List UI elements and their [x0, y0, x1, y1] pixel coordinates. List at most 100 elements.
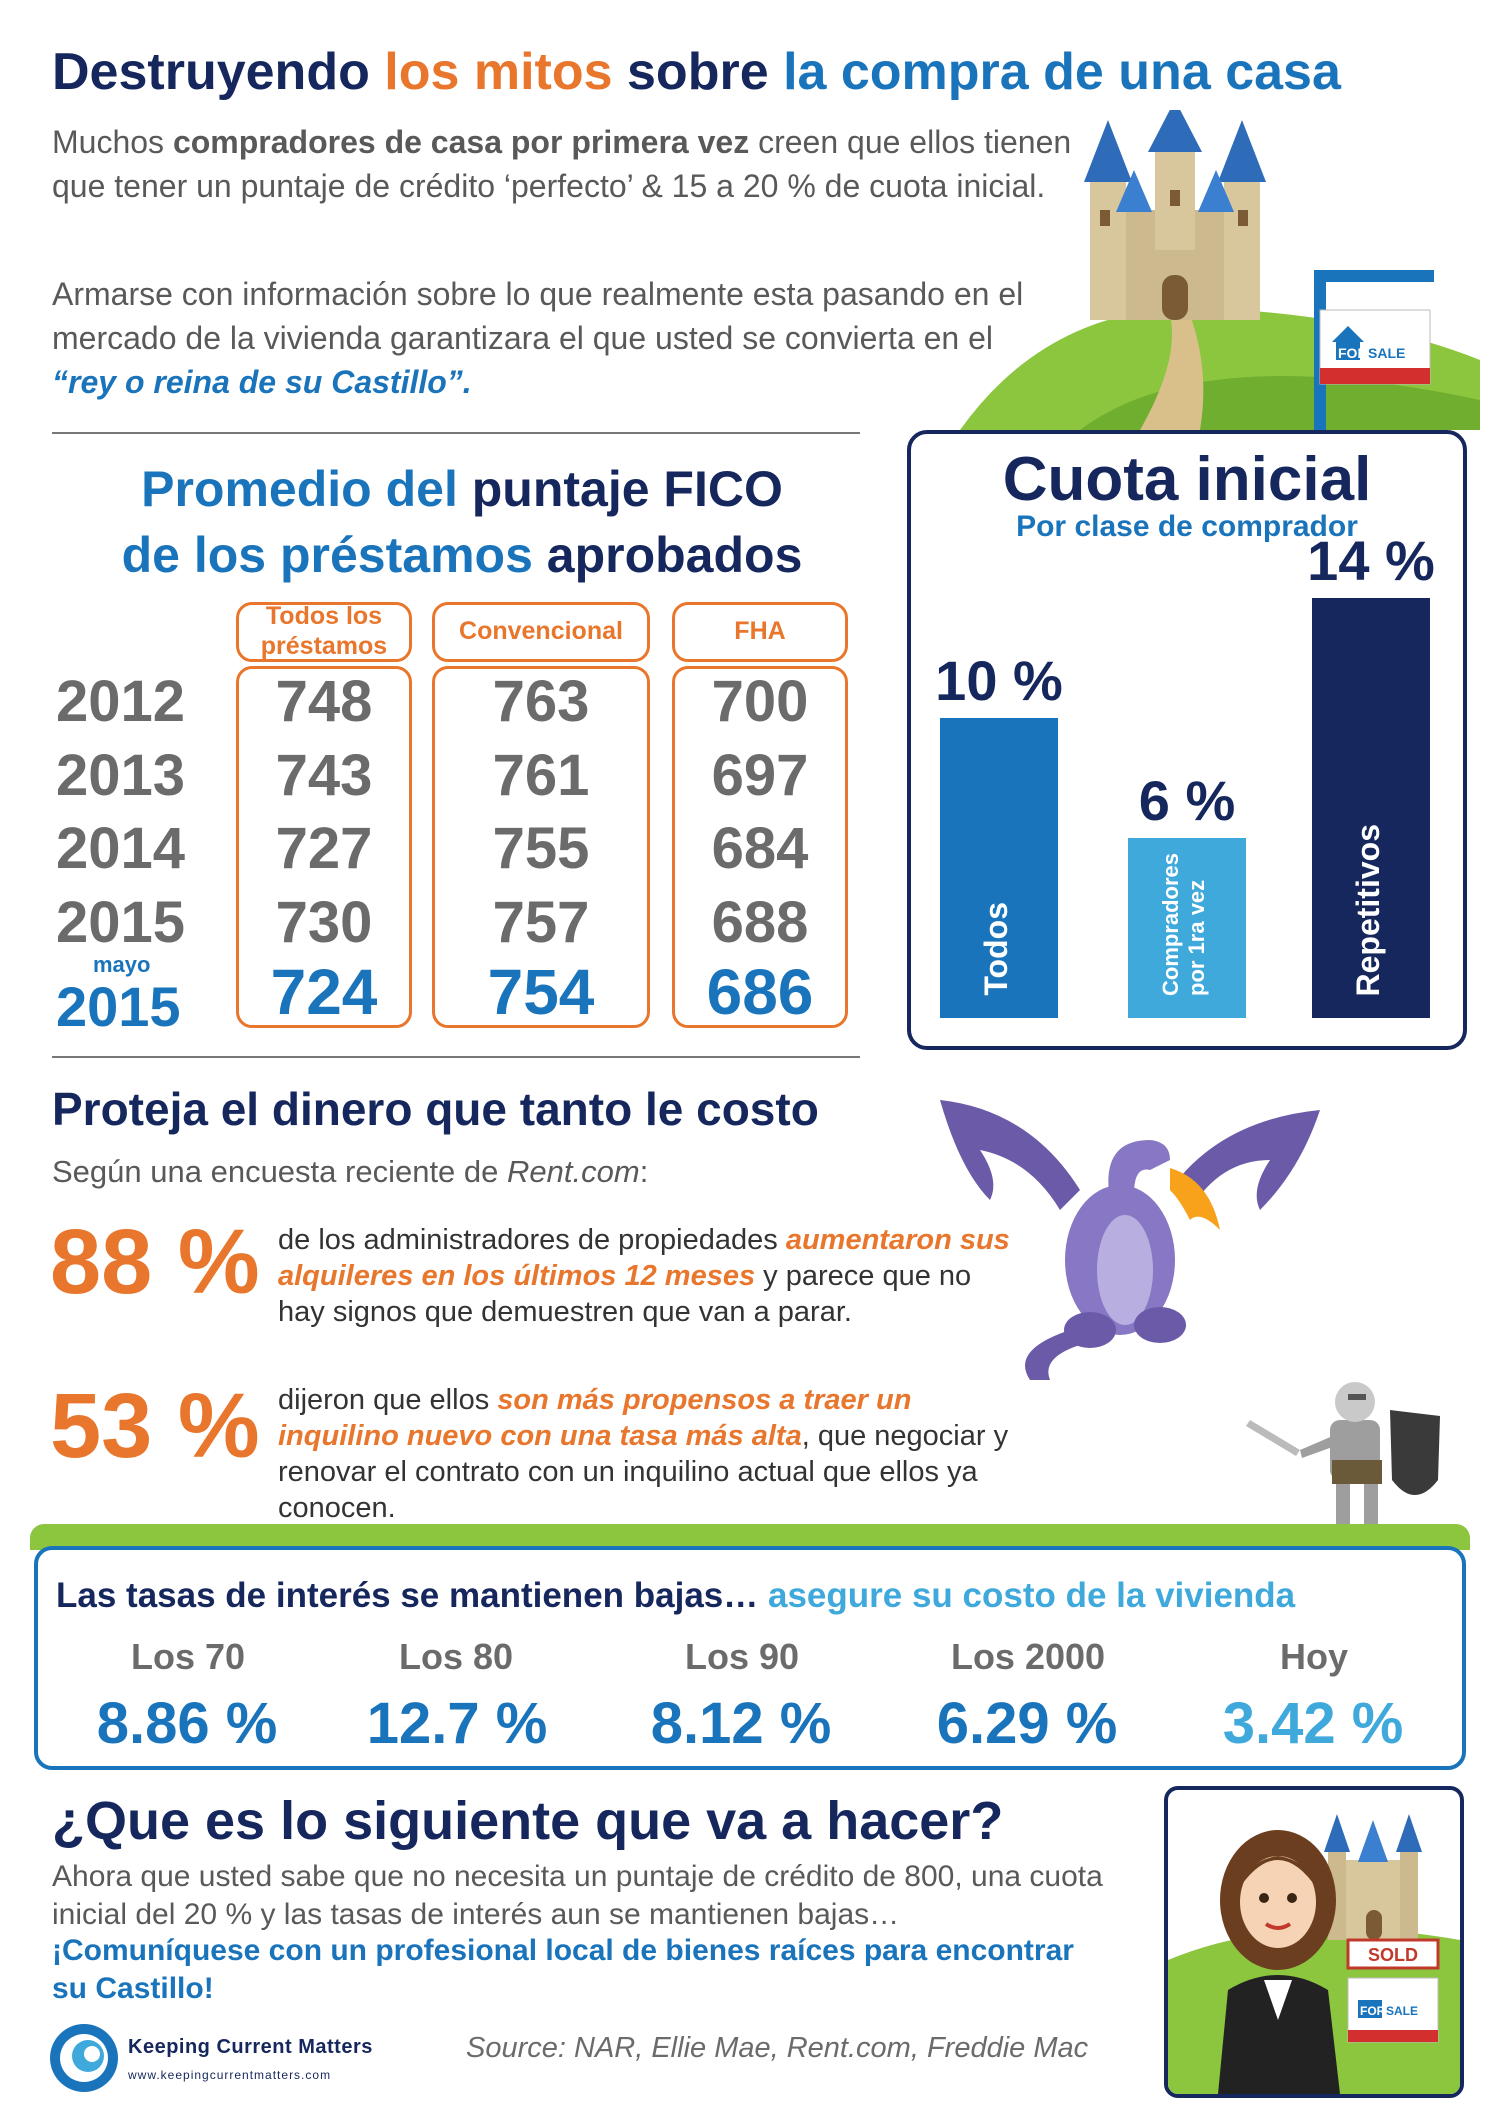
grass-strip [30, 1524, 1470, 1550]
fico-col-box [236, 666, 412, 1028]
rate-decade: Los 90 [684, 1636, 800, 1677]
fico-value: 763 [492, 669, 590, 734]
stat-53-percent: 53 % [50, 1375, 260, 1477]
rate-decade: Los 2000 [950, 1636, 1106, 1677]
down-payment-bar [940, 718, 1058, 1018]
intro-text: creen que ellos tienen que tener un punt… [52, 124, 1072, 204]
stat-text: y parece que no hay signos que demuestre… [278, 1260, 972, 1328]
rate-value: 6.29 % [936, 1691, 1118, 1756]
woman-realtor-icon [1218, 1830, 1340, 2094]
stat-text: , que negociar y renovar el contrato con… [278, 1420, 1009, 1524]
divider [52, 432, 860, 434]
shield-icon [1390, 1410, 1440, 1495]
fico-title-part: aprobados [546, 527, 803, 583]
fico-value: 688 [711, 890, 809, 955]
down-payment-bar [1128, 838, 1246, 1018]
down-payment-bar-value: 6 % [1138, 769, 1236, 832]
page-title: Destruyendo los mitos sobre la compra de… [52, 42, 1341, 102]
knight-helmet [1335, 1382, 1375, 1422]
rate-decade: Los 80 [398, 1636, 514, 1677]
source-note: Source: NAR, Ellie Mae, Rent.com, Freddi… [466, 2032, 1089, 2064]
down-payment-title: Cuota inicial [1002, 445, 1372, 514]
intro-quote: “rey o reina de su Castillo”. [52, 364, 472, 400]
dragon-neck [1108, 1140, 1170, 1210]
title-part: sobre [612, 43, 784, 101]
fico-col-fha: FHA [734, 617, 786, 645]
fico-col-header-box [432, 602, 650, 662]
rate-decade: Los 70 [130, 1636, 246, 1677]
intro-paragraph-1: Muchos compradores de casa por primera v… [52, 120, 1102, 208]
rates-title: Las tasas de interés se mantienen bajas…… [56, 1576, 1295, 1616]
rate-value: 8.12 % [650, 1691, 832, 1756]
fico-year-prefix: mayo [93, 952, 151, 977]
for-sale-sign-icon: FOR SALE [1314, 270, 1434, 430]
sign-sale-text: SALE [1368, 345, 1405, 361]
fico-value: 700 [711, 669, 809, 734]
protect-subtitle: Según una encuesta reciente de Rent.com: [52, 1154, 648, 1190]
rates-title-part: asegure su costo de la vivienda [767, 1576, 1296, 1615]
fico-year-highlight: 2015 [56, 975, 181, 1038]
down-payment-bar-value: 10 % [935, 649, 1063, 712]
kcm-logo[interactable]: Keeping Current Matters www.keepingcurre… [46, 2020, 426, 2100]
divider [52, 1056, 860, 1058]
realtor-illustration: SOLD FOR SALE [1168, 1814, 1460, 2094]
castle-icon [1324, 1814, 1422, 1940]
intro-paragraph-2: Armarse con información sobre lo que rea… [52, 272, 1052, 404]
rate-value: 12.7 % [366, 1691, 548, 1756]
sword-icon [1246, 1420, 1300, 1456]
fico-value-highlight: 754 [487, 956, 595, 1028]
stat-53-text: dijeron que ellos son más propensos a tr… [278, 1382, 1018, 1526]
fico-year: 2014 [56, 816, 186, 881]
fico-col-box [672, 666, 848, 1028]
rate-value: 8.86 % [96, 1691, 278, 1756]
fico-year: 2012 [56, 669, 186, 734]
stat-highlight: aumentaron sus alquileres en los últimos… [278, 1224, 1010, 1292]
protect-subtitle-source: Rent.com [507, 1154, 640, 1189]
fico-col-convencional: Convencional [459, 617, 623, 645]
down-payment-bar [1312, 598, 1430, 1018]
hill-path [1140, 315, 1204, 430]
rate-decade: Hoy [1279, 1636, 1348, 1677]
logo-name: Keeping Current Matters [128, 2036, 373, 2058]
intro-text: Muchos [52, 124, 173, 160]
title-highlight-mitos: los mitos [384, 43, 613, 101]
sign-for-text: FOR [1360, 2004, 1386, 2018]
fico-value: 743 [275, 743, 373, 808]
rate-value-today: 3.42 % [1222, 1691, 1404, 1756]
fico-title: Promedio del puntaje FICO de los préstam… [52, 456, 872, 588]
next-steps-cta: ¡Comuníquese con un profesional local de… [52, 1934, 1074, 2005]
dragon-illustration [940, 1100, 1320, 1380]
title-highlight-compra: la compra de una casa [783, 43, 1341, 101]
fico-value: 748 [275, 669, 373, 734]
stat-highlight: son más propensos a traer un inquilino n… [278, 1384, 912, 1452]
fico-title-part: puntaje FICO [471, 461, 783, 517]
fico-value: 761 [492, 743, 590, 808]
down-payment-bar-label: Todos [978, 902, 1014, 996]
down-payment-bar-label: Repetitivos [1350, 823, 1386, 996]
logo-url: www.keepingcurrentmatters.com [128, 2068, 332, 2082]
dragon-wing-left [940, 1100, 1080, 1210]
dragon-leg [1134, 1307, 1186, 1343]
protect-subtitle-text: : [639, 1154, 649, 1189]
castle-hill-illustration: FOR SALE [960, 110, 1480, 430]
stat-88-text: de los administradores de propiedades au… [278, 1222, 1018, 1330]
intro-bold: compradores de casa por primera vez [172, 124, 750, 160]
fico-col-header-box [672, 602, 848, 662]
rates-title-part: Las tasas de interés se mantienen bajas… [56, 1576, 768, 1615]
fico-year: 2015 [56, 890, 186, 955]
realtor-panel: SOLD FOR SALE [1164, 1786, 1464, 2098]
down-payment-subtitle: Por clase de comprador [1016, 510, 1358, 543]
sold-sign-icon: SOLD FOR SALE [1346, 1938, 1440, 2043]
fico-title-part: de los préstamos [121, 527, 547, 583]
title-part: Destruyendo [52, 43, 385, 101]
castle-icon [1084, 110, 1266, 320]
fico-value: 684 [711, 816, 809, 881]
fico-year: 2013 [56, 743, 186, 808]
fico-value: 757 [492, 890, 590, 955]
protect-title: Proteja el dinero que tanto le costo [52, 1083, 819, 1135]
fico-value: 727 [275, 816, 373, 881]
fico-col-todos: Todos los préstamos [260, 602, 388, 660]
dragon-leg [1064, 1312, 1116, 1348]
fico-value: 755 [492, 816, 590, 881]
dragon-fire [1170, 1168, 1220, 1230]
